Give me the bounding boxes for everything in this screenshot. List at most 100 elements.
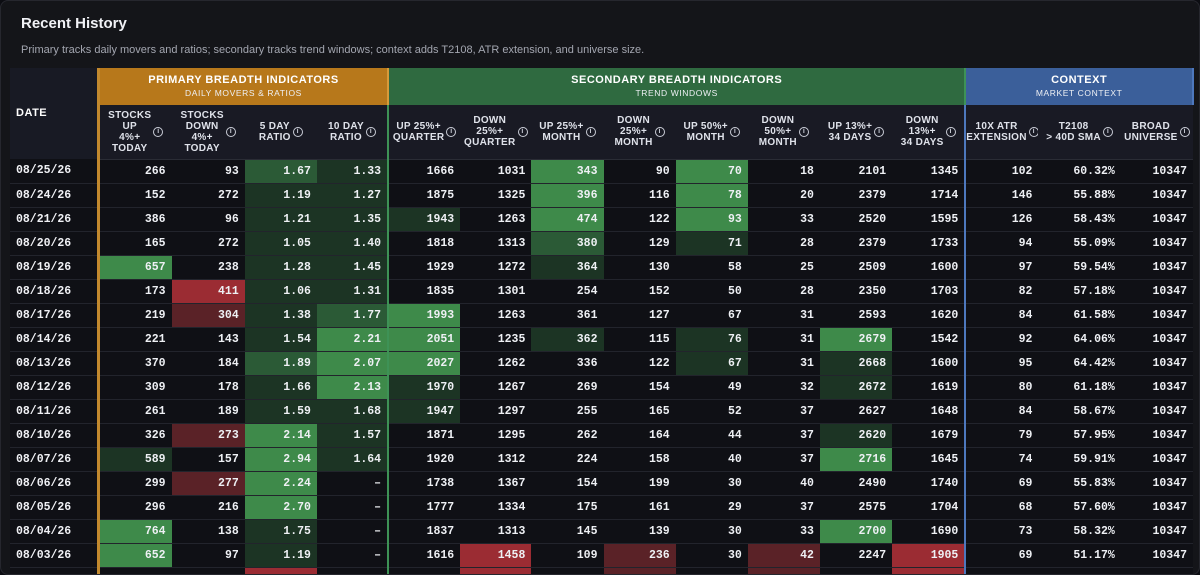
table-row[interactable]: 08/13/26 370 184 1.89 2.07 2027 1262 336 122 67 31… [10,351,1193,376]
cell-r10: 2.07 [316,351,389,376]
cell-down4: 304 [171,303,245,328]
table-row[interactable]: 08/05/26 296 216 2.70–1777 1334 175 161 29 37 257… [10,495,1193,520]
cell-down4: 273 [171,423,245,448]
info-icon[interactable]: i [1028,126,1039,137]
context-group-header: CONTEXT MARKET CONTEXT [965,68,1194,105]
info-icon[interactable]: i [153,126,164,137]
table-row[interactable]: 08/20/26 165 272 1.05 1.40 1818 1313 380 129 71 28… [10,231,1193,256]
table-row[interactable]: 08/06/26 299 277 2.24–1738 1367 154 199 30 40 249… [10,471,1193,496]
cell-atr: 95 [964,351,1039,376]
cell-up4: 266 [96,159,172,184]
cell-up25q: 1993 [387,303,461,328]
cell-up25q: 1818 [387,231,461,256]
cell-up4: 657 [96,255,172,280]
column-header-down4[interactable]: STOCKS DOWN 4%+ TODAYi [171,105,245,160]
table-row[interactable]: 08/07/26 589 157 2.94 1.64 1920 1312 224 158 40 37… [10,447,1193,472]
cell-down13: 1704 [892,495,966,520]
table-row[interactable]: 08/14/26 221 143 1.54 2.21 2051 1235 362 115 76 31… [10,327,1193,352]
cell-r5: 1.75 [244,519,317,544]
cell-down25q: 1313 [460,519,532,544]
cell-atr: 69 [964,471,1039,496]
column-header-atr[interactable]: 10X ATR EXTENSIONi [964,105,1039,160]
table-row[interactable]: 08/12/26 309 178 1.66 2.13 1970 1267 269 154 49 32… [10,375,1193,400]
table-row[interactable]: 08/21/26 386 96 1.21 1.35 1943 1263 474 122 93 33 2… [10,207,1193,232]
cell-up25m: 154 [531,471,604,496]
column-label-r10: 10 DAY RATIO [328,120,364,143]
table-row[interactable]: 08/25/26 266 93 1.67 1.33 1666 1031 343 90 70 18 21… [10,159,1193,184]
cell-r5: 1.38 [244,303,317,328]
info-icon[interactable]: i [945,126,956,137]
column-header-down25q[interactable]: DOWN 25%+ QUARTERi [460,105,532,160]
table-row[interactable]: 08/11/26 261 189 1.59 1.68 1947 1297 255 165 52 37… [10,399,1193,424]
table-row[interactable]: 08/19/26 657 238 1.28 1.45 1929 1272 364 130 58 25… [10,255,1193,280]
cell-up25m: 269 [531,375,604,400]
cell-r10: 1.35 [316,207,389,232]
cell-down13: 1542 [892,327,966,352]
cell-up25q: 1777 [387,495,461,520]
cell-down25q: 1031 [460,159,532,184]
cell-down4: 238 [171,255,245,280]
table-row[interactable]: 08/04/26 764 138 1.75–1837 1313 145 139 30 33 270… [10,519,1193,544]
info-icon[interactable]: i [1102,126,1113,137]
cell-down13: 1619 [892,375,966,400]
cell-up25m: 145 [531,519,604,544]
info-icon[interactable]: i [446,126,457,137]
column-header-up4[interactable]: STOCKS UP 4%+ TODAYi [96,105,172,160]
cell-up25m: 343 [531,159,604,184]
cell-universe: 10347 [1120,159,1193,184]
cell-down25m: 199 [603,471,676,496]
cell-t2108: 58.32% [1038,519,1121,544]
table-row[interactable]: 08/17/26 219 304 1.38 1.77 1993 1263 361 127 67 31… [10,303,1193,328]
info-icon[interactable]: i [654,126,665,137]
cell-universe: 10347 [1120,255,1193,280]
table-row[interactable]: 08/10/26 326 273 2.14 1.57 1871 1295 262 164 44 37… [10,423,1193,448]
cell-down25q: 1458 [460,543,532,568]
cell-atr: 80 [964,375,1039,400]
cell-up25m: 262 [531,423,604,448]
info-icon[interactable]: i [874,126,885,137]
cell-universe: 10347 [1120,279,1193,304]
cell-up4 [96,567,172,574]
column-header-up13[interactable]: UP 13%+ 34 DAYSi [819,105,893,160]
table-row[interactable]: 08/03/26 652 97 1.19–1616 1458 109 236 30 42 2247… [10,543,1193,568]
column-header-up25m[interactable]: UP 25%+ MONTHi [531,105,604,160]
column-header-down13[interactable]: DOWN 13%+ 34 DAYSi [892,105,966,160]
info-icon[interactable]: i [585,126,596,137]
cell-universe: 10347 [1120,303,1193,328]
table-row[interactable]: 08/18/26 173 411 1.06 1.31 1835 1301 254 152 50 28… [10,279,1193,304]
column-header-up25q[interactable]: UP 25%+ QUARTERi [387,105,461,160]
cell-up50m: 30 [675,519,748,544]
info-icon[interactable]: i [1179,126,1190,137]
column-header-t2108[interactable]: T2108 > 40D SMAi [1038,105,1121,160]
cell-up25q: 1920 [387,447,461,472]
cell-up4: 173 [96,279,172,304]
table-row-partial [10,567,1193,574]
secondary-group-header: SECONDARY BREADTH INDICATORS TREND WINDO… [388,68,967,105]
cell-down50m: 33 [747,207,820,232]
info-icon[interactable]: i [798,126,809,137]
cell-up25q: 1738 [387,471,461,496]
cell-up50m: 30 [675,471,748,496]
date-cell: 08/11/26 [10,399,99,424]
column-header-up50m[interactable]: UP 50%+ MONTHi [675,105,748,160]
cell-up25m: 396 [531,183,604,208]
info-icon[interactable]: i [729,126,740,137]
cell-down13: 1600 [892,351,966,376]
column-label-down13: DOWN 13%+ 34 DAYS [900,115,944,149]
cell-up25q: 1871 [387,423,461,448]
info-icon[interactable]: i [517,126,528,137]
info-icon[interactable]: i [225,126,236,137]
table-row[interactable]: 08/24/26 152 272 1.19 1.27 1875 1325 396 116 78 20… [10,183,1193,208]
cell-universe: 10347 [1120,399,1193,424]
info-icon[interactable]: i [365,126,376,137]
column-header-down25m[interactable]: DOWN 25%+ MONTHi [603,105,676,160]
column-header-down50m[interactable]: DOWN 50%+ MONTHi [747,105,820,160]
column-header-r5[interactable]: 5 DAY RATIOi [244,105,317,160]
cell-r10: – [316,471,389,496]
date-column-header[interactable]: DATE [10,68,99,159]
cell-down50m: 37 [747,495,820,520]
info-icon[interactable]: i [292,126,303,137]
column-header-r10[interactable]: 10 DAY RATIOi [316,105,389,160]
column-header-universe[interactable]: BROAD UNIVERSEi [1120,105,1193,160]
cell-down50m: 37 [747,399,820,424]
